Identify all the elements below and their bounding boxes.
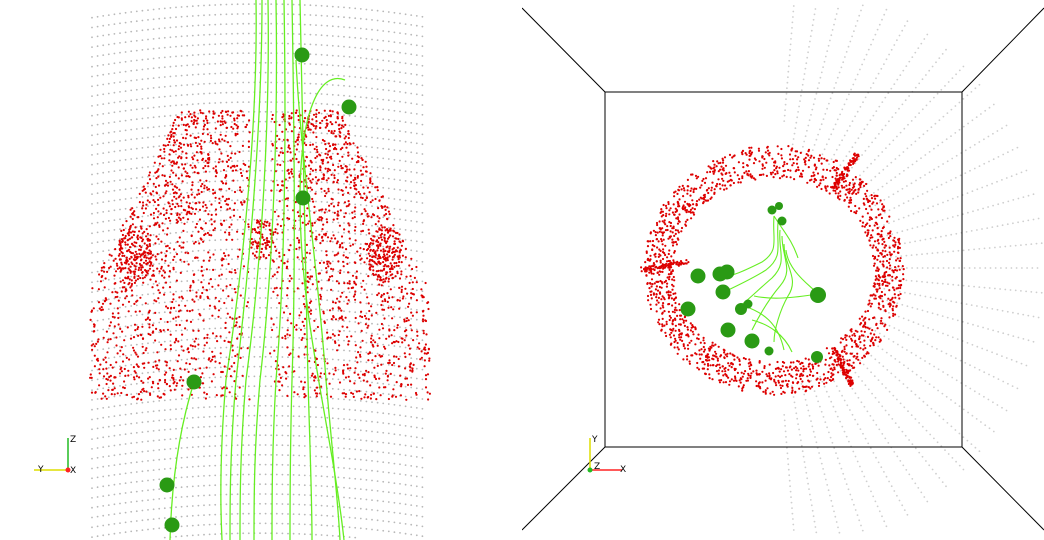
orientation-axes-triad: Y X Z: [587, 435, 626, 475]
seed-sphere: [341, 99, 357, 115]
streamline: [299, 0, 313, 540]
viewport-right-canvas[interactable]: Y X Z: [522, 0, 1044, 540]
viewport-left-canvas[interactable]: Z Y X: [0, 0, 520, 540]
bounding-box-edge-bottom-right: [961, 446, 1044, 531]
streamline: [169, 381, 195, 540]
axis-z-label: Z: [70, 435, 76, 445]
streamline-group: [723, 215, 819, 353]
bounding-box-edge-top-left: [522, 7, 606, 93]
seed-sphere-group: [159, 47, 357, 533]
seed-sphere: [186, 374, 202, 390]
streamline: [289, 0, 295, 540]
streamline: [299, 77, 346, 540]
streamline: [773, 243, 793, 343]
seed-sphere: [767, 205, 777, 215]
viewport-right[interactable]: Y X Z: [522, 0, 1044, 540]
viewport-left[interactable]: Z Y X: [0, 0, 520, 540]
seed-sphere: [690, 268, 706, 284]
streamline: [751, 235, 788, 331]
seed-sphere: [764, 346, 774, 356]
mesh-point-cloud: [783, 4, 1043, 534]
seed-sphere: [164, 517, 180, 533]
streamline: [220, 0, 257, 540]
seed-sphere: [777, 216, 787, 226]
streamline: [271, 0, 286, 540]
seed-sphere: [295, 190, 311, 206]
streamline: [229, 0, 263, 540]
streamline: [239, 0, 269, 540]
view-divider: [520, 0, 522, 540]
seed-sphere: [720, 322, 736, 338]
seed-sphere: [680, 301, 696, 317]
axis-z-label: Z: [594, 462, 600, 472]
seed-sphere: [775, 202, 783, 210]
axis-x-label: X: [620, 465, 626, 475]
bounding-box-edge-top-right: [961, 7, 1044, 93]
axis-z-dot: [587, 467, 593, 473]
seed-sphere: [159, 477, 175, 493]
seed-sphere: [810, 287, 826, 303]
streamline: [751, 319, 793, 353]
particle-cloud: [89, 109, 431, 401]
streamline: [753, 293, 819, 299]
axis-y-label: Y: [37, 465, 44, 475]
seed-sphere-group: [680, 202, 826, 363]
seed-sphere: [294, 47, 310, 63]
particle-ring: [640, 145, 905, 396]
streamline: [725, 215, 775, 277]
bounding-box-edge-bottom-left: [522, 446, 606, 531]
streamline-group: [169, 0, 346, 540]
streamline: [253, 0, 278, 540]
streamline: [773, 215, 799, 259]
seed-sphere: [811, 351, 823, 363]
streamline: [739, 229, 782, 307]
bounding-box-square: [604, 91, 963, 448]
streamline: [295, 59, 341, 540]
bounding-box-frame: [522, 7, 1044, 531]
axis-x-dot: [65, 467, 71, 473]
axis-y-label: Y: [591, 435, 598, 445]
seed-sphere: [744, 333, 760, 349]
seed-sphere: [719, 264, 735, 280]
seed-sphere: [743, 299, 753, 309]
orientation-axes-triad: Z Y X: [34, 435, 76, 476]
seed-sphere: [715, 284, 731, 300]
streamline: [723, 221, 779, 293]
axis-x-label: X: [70, 466, 76, 476]
